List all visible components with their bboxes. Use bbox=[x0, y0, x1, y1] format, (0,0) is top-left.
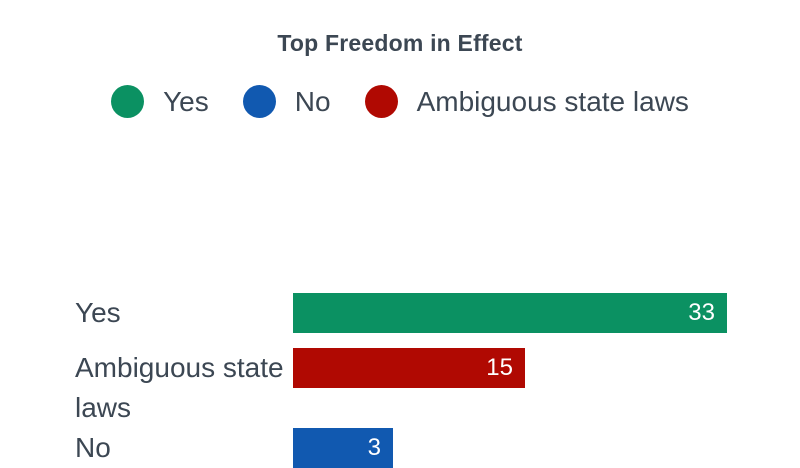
legend-item-yes[interactable]: Yes bbox=[111, 85, 209, 118]
legend-swatch-yes-icon bbox=[111, 85, 145, 118]
legend-label-ambiguous: Ambiguous state laws bbox=[416, 85, 689, 117]
bar-row: Yes 33 bbox=[0, 293, 727, 333]
bar-value-label: 33 bbox=[688, 299, 715, 326]
bar[interactable]: 33 bbox=[293, 293, 727, 333]
legend-label-yes: Yes bbox=[163, 85, 209, 117]
bar-category-label: Ambiguous state laws bbox=[75, 352, 284, 423]
bar-row: No 3 bbox=[0, 428, 393, 468]
bar[interactable]: 15 bbox=[293, 348, 525, 388]
bar-value-label: 3 bbox=[367, 434, 381, 461]
bar-category-label: No bbox=[75, 432, 111, 463]
bar-row: Ambiguous state laws 15 bbox=[0, 348, 525, 428]
bar-value-label: 15 bbox=[486, 354, 513, 381]
legend-item-no[interactable]: No bbox=[242, 85, 331, 118]
bar[interactable]: 3 bbox=[293, 428, 393, 468]
legend: Yes No Ambiguous state laws bbox=[0, 85, 800, 118]
bar-chart: Yes 33 Ambiguous state laws 15 No 3 bbox=[0, 293, 727, 468]
legend-swatch-no-icon bbox=[242, 85, 276, 118]
chart-card: Top Freedom in Effect Yes No Ambiguous s… bbox=[0, 30, 800, 468]
legend-label-no: No bbox=[294, 85, 331, 117]
chart-title: Top Freedom in Effect bbox=[277, 30, 523, 56]
legend-swatch-ambiguous-icon bbox=[364, 85, 398, 118]
bar-category-label: Yes bbox=[75, 297, 121, 328]
legend-item-ambiguous[interactable]: Ambiguous state laws bbox=[364, 85, 689, 118]
